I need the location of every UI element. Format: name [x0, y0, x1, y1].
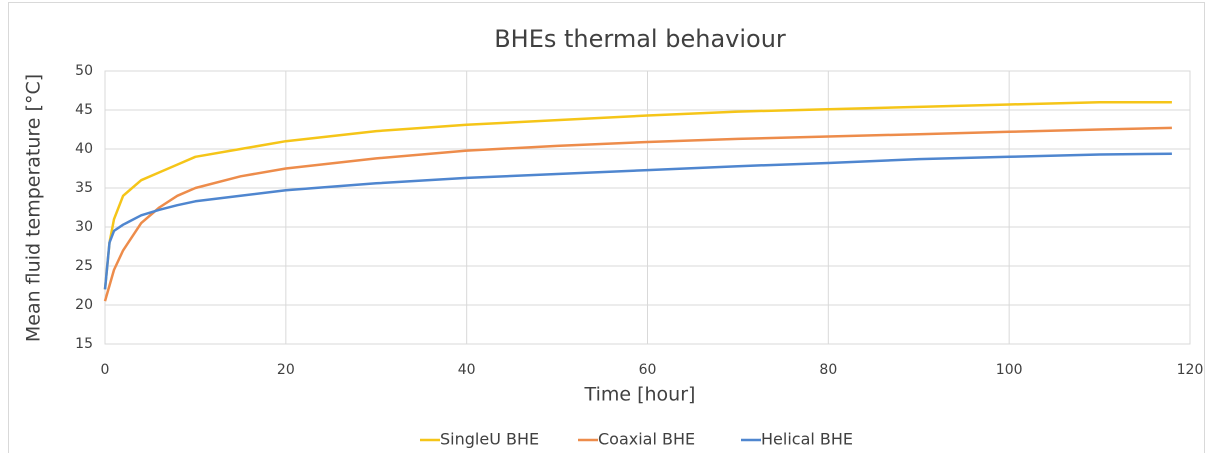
x-tick-label: 40	[458, 362, 476, 378]
y-axis-label: Mean fluid temperature [°C]	[23, 74, 45, 342]
y-tick-label: 35	[75, 180, 93, 196]
y-tick-label: 45	[75, 102, 93, 118]
series-line	[103, 126, 1172, 302]
series-line	[103, 100, 1172, 290]
series-line	[103, 152, 1172, 290]
y-tick-label: 50	[75, 63, 93, 79]
x-tick-label: 0	[101, 362, 110, 378]
x-tick-label: 20	[277, 362, 295, 378]
y-tick-label: 30	[75, 219, 93, 235]
y-tick-label: 40	[75, 141, 93, 157]
legend-label: SingleU BHE	[440, 430, 539, 449]
y-tick-label: 25	[75, 258, 93, 274]
y-tick-label: 20	[75, 297, 93, 313]
y-tick-label: 15	[75, 336, 93, 352]
plot-border	[104, 70, 1191, 345]
x-tick-label: 100	[996, 362, 1023, 378]
chart-frame	[8, 2, 1205, 457]
legend-label: Helical BHE	[761, 430, 853, 449]
x-tick-label: 60	[639, 362, 657, 378]
legend-label: Coaxial BHE	[598, 430, 695, 449]
x-tick-label: 80	[819, 362, 837, 378]
x-axis-label: Time [hour]	[584, 384, 696, 406]
chart-title: BHEs thermal behaviour	[494, 25, 786, 53]
x-tick-label: 120	[1177, 362, 1204, 378]
